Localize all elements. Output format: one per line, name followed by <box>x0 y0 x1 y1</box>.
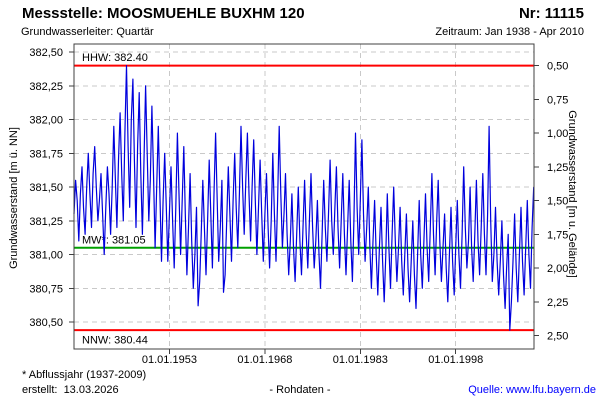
y-right-tick-label: 0,50 <box>547 61 568 73</box>
axis-ticks <box>69 51 539 354</box>
y-left-tick-label: 381,00 <box>29 250 63 262</box>
x-tick-label: 01.01.1998 <box>428 354 483 366</box>
y-right-tick-label: 1,00 <box>547 128 568 140</box>
source-link[interactable]: Quelle: www.lfu.bayern.de <box>468 384 596 396</box>
created-date: erstellt: 13.03.2026 <box>22 384 119 396</box>
reference-line-labels: HHW: 382.40 MW*: 381.05 NNW: 380.44 <box>82 52 148 347</box>
x-tick-label: 01.01.1968 <box>237 354 292 366</box>
footnote-abflussjahr: * Abflussjahr (1937-2009) <box>22 369 147 381</box>
y-right-tick-label: 1,50 <box>547 196 568 208</box>
rohdaten-line <box>73 64 535 331</box>
y-left-tick-label: 381,75 <box>29 148 63 160</box>
y-left-tick-label: 380,75 <box>29 283 63 295</box>
y-right-tick-label: 1,25 <box>547 162 568 174</box>
y-left-tick-label: 382,25 <box>29 81 63 93</box>
nnw-label: NNW: 380.44 <box>82 335 148 347</box>
axis-tick-labels: 380,50 380,75 381,00 381,25 381,50 381,75 382,… <box>29 47 568 366</box>
y-right-tick-label: 2,50 <box>547 331 568 343</box>
y-left-tick-label: 381,25 <box>29 216 63 228</box>
hhw-label: HHW: 382.40 <box>82 52 148 64</box>
x-tick-label: 01.01.1983 <box>333 354 388 366</box>
station-number: Nr: 11115 <box>518 5 584 22</box>
aquifer-label: Grundwasserleiter: Quartär <box>21 26 154 38</box>
y-right-tick-label: 2,00 <box>547 263 568 275</box>
x-tick-label: 01.01.1953 <box>142 354 197 366</box>
y-left-tick-label: 382,50 <box>29 47 63 59</box>
y-right-tick-label: 0,75 <box>547 94 568 106</box>
y-right-tick-label: 2,25 <box>547 297 568 309</box>
reference-lines <box>74 64 534 332</box>
y-left-tick-label: 382,00 <box>29 115 63 127</box>
gridlines <box>74 44 534 349</box>
y-left-tick-label: 380,50 <box>29 317 63 329</box>
page-title: Messstelle: MOOSMUEHLE BUXHM 120 <box>22 5 305 22</box>
y-right-tick-label: 1,75 <box>547 229 568 241</box>
plot-frame <box>73 43 535 350</box>
period-label: Zeitraum: Jan 1938 - Apr 2010 <box>435 26 584 38</box>
mw-label: MW*: 381.05 <box>82 234 146 246</box>
data-series <box>73 64 535 331</box>
y-left-tick-label: 381,50 <box>29 182 63 194</box>
